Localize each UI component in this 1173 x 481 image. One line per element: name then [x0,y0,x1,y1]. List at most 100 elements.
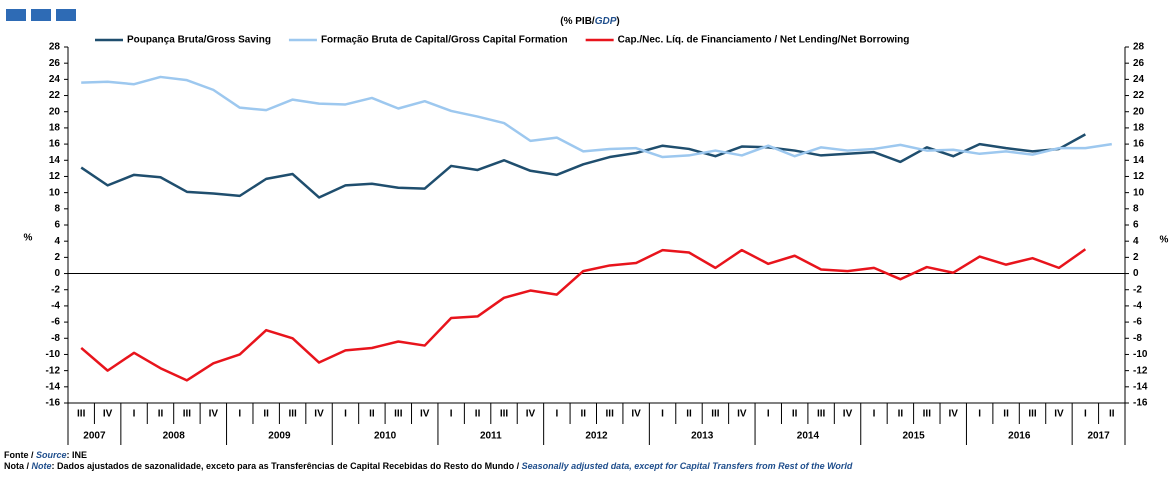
x-tick-label: IV [526,409,536,420]
x-tick-label: I [133,409,136,420]
source: Fonte / Source: INE [4,450,88,460]
x-tick-label: II [581,409,587,420]
x-tick-label: III [606,409,615,420]
x-tick-label: II [686,409,692,420]
y2-tick-label: -4 [1133,301,1142,312]
x-tick-label: III [817,409,826,420]
x-tick-label: II [475,409,481,420]
y-axis-label: % [24,233,33,244]
y-tick-label: 0 [54,268,60,279]
year-label: 2008 [163,431,186,442]
y2-tick-label: 26 [1133,58,1145,69]
y-tick-label: -8 [51,333,60,344]
y2-tick-label: -8 [1133,333,1142,344]
x-tick-label: IV [209,409,219,420]
y-tick-label: -12 [46,365,61,376]
year-label: 2009 [268,431,291,442]
x-tick-label: IV [843,409,853,420]
y-tick-label: 22 [49,90,61,101]
y-tick-label: -4 [51,301,60,312]
x-tick-label: III [288,409,297,420]
year-label: 2016 [1008,431,1031,442]
y2-tick-label: 0 [1133,268,1139,279]
y2-tick-label: -6 [1133,317,1142,328]
y2-tick-label: -10 [1133,349,1148,360]
logo-square [6,9,26,21]
legend-label: Cap./Nec. Líq. de Financiamento / Net Le… [618,35,910,46]
y2-tick-label: 18 [1133,123,1145,134]
x-tick-label: IV [631,409,641,420]
x-tick-label: IV [1054,409,1064,420]
y2-tick-label: 28 [1133,42,1145,53]
y-tick-label: 2 [54,252,60,263]
y2-tick-label: 12 [1133,171,1145,182]
x-tick-label: I [1084,409,1087,420]
x-tick-label: II [158,409,164,420]
y2-tick-label: 24 [1133,74,1145,85]
x-tick-label: III [711,409,720,420]
y-tick-label: -2 [51,284,60,295]
y-tick-label: 20 [49,106,61,117]
year-label: 2017 [1087,431,1110,442]
y2-tick-label: 20 [1133,106,1145,117]
y-tick-label: 24 [49,74,61,85]
x-tick-label: III [183,409,192,420]
x-tick-label: III [394,409,403,420]
y2-tick-label: 22 [1133,90,1145,101]
x-tick-label: II [792,409,798,420]
x-tick-label: I [767,409,770,420]
x-tick-label: III [1028,409,1037,420]
y-tick-label: 4 [54,236,60,247]
y2-tick-label: -14 [1133,381,1148,392]
y-tick-label: 6 [54,220,60,231]
y2-tick-label: 14 [1133,155,1145,166]
series-line [80,248,1087,382]
x-tick-label: II [898,409,904,420]
legend-label: Formação Bruta de Capital/Gross Capital … [321,35,568,46]
x-tick-label: II [1003,409,1009,420]
x-tick-label: IV [103,409,113,420]
y2-tick-label: 8 [1133,203,1139,214]
x-tick-label: III [500,409,509,420]
x-tick-label: I [661,409,664,420]
y2-tick-label: -2 [1133,284,1142,295]
year-label: 2013 [691,431,714,442]
note: Nota / Note: Dados ajustados de sazonali… [4,461,853,471]
logo-square [31,9,51,21]
x-tick-label: I [555,409,558,420]
y2-tick-label: 16 [1133,139,1145,150]
x-tick-label: II [1109,409,1115,420]
x-tick-label: IV [949,409,959,420]
chart: (% PIB/GDP) % % -16 -16 -14 -14 -12 -12 -10 -10… [6,9,1169,445]
x-tick-label: I [978,409,981,420]
x-tick-label: II [263,409,269,420]
x-tick-label: IV [420,409,430,420]
y-tick-label: 18 [49,123,61,134]
logo-square [56,9,76,21]
y-tick-label: -14 [46,381,61,392]
x-tick-label: III [77,409,86,420]
x-tick-label: II [369,409,375,420]
year-label: 2012 [585,431,608,442]
y-tick-label: -6 [51,317,60,328]
year-label: 2011 [480,431,502,442]
y-tick-label: 28 [49,42,61,53]
y-tick-label: -10 [46,349,61,360]
x-tick-label: I [344,409,347,420]
year-label: 2015 [902,431,925,442]
year-label: 2010 [374,431,397,442]
year-label: 2014 [797,431,820,442]
x-tick-label: I [238,409,241,420]
legend-label: Poupança Bruta/Gross Saving [127,35,271,46]
y2-tick-label: -12 [1133,365,1148,376]
x-tick-label: IV [737,409,747,420]
chart-title: (% PIB/GDP) [560,16,619,27]
y-tick-label: 26 [49,58,61,69]
y2-tick-label: 2 [1133,252,1139,263]
y2-tick-label: 4 [1133,236,1139,247]
x-tick-label: I [450,409,453,420]
y-tick-label: 8 [54,203,60,214]
y2-axis-label: % [1160,235,1169,246]
year-label: 2007 [83,431,106,442]
